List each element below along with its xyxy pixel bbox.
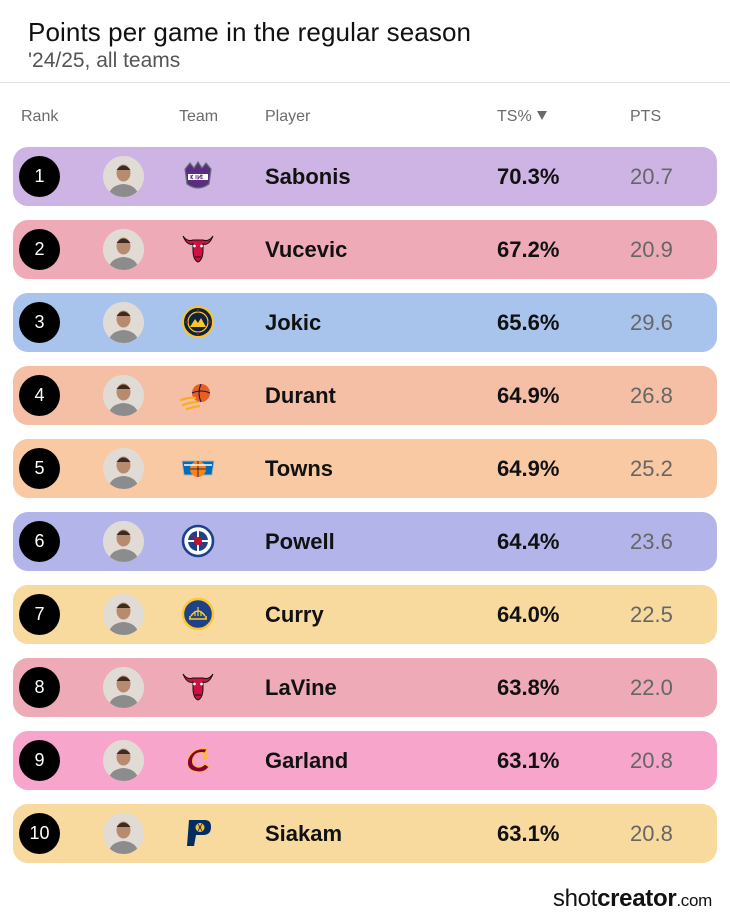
table-row[interactable]: 5 Towns 64.9% 25.2: [13, 439, 717, 498]
table-row[interactable]: 2 Vucevic 67.2% 20.9: [13, 220, 717, 279]
pts-value: 20.7: [630, 164, 673, 189]
column-header-pts[interactable]: PTS: [630, 108, 662, 125]
ts-value: 63.1%: [497, 821, 560, 846]
rank-badge: 9: [19, 740, 60, 781]
rank-badge: 8: [19, 667, 60, 708]
rank-badge: 5: [19, 448, 60, 489]
player-name: Towns: [265, 456, 334, 481]
rank-badge: 2: [19, 229, 60, 270]
player-name: Sabonis: [265, 164, 351, 189]
rank-badge: 10: [19, 813, 60, 854]
pacers-logo-icon: [179, 814, 217, 852]
rank-badge: 1: [19, 156, 60, 197]
cavaliers-logo-icon: [179, 741, 217, 779]
pts-value: 20.8: [630, 748, 673, 773]
column-header-player[interactable]: Player: [265, 108, 311, 125]
pts-value: 22.0: [630, 675, 673, 700]
pts-value: 29.6: [630, 310, 673, 335]
chart-title: Points per game in the regular season: [28, 17, 472, 47]
player-avatar: [103, 521, 144, 562]
ts-value: 63.1%: [497, 748, 560, 773]
rank-badge: 4: [19, 375, 60, 416]
player-name: Powell: [265, 529, 335, 554]
nuggets-logo-icon: [179, 303, 217, 341]
ts-value: 64.9%: [497, 383, 560, 408]
player-avatar: [103, 302, 144, 343]
player-name: Durant: [265, 383, 336, 408]
rank-badge: 3: [19, 302, 60, 343]
player-avatar: [103, 448, 144, 489]
pts-value: 23.6: [630, 529, 673, 554]
warriors-logo-icon: [179, 595, 217, 633]
brand-creator: creator: [597, 885, 677, 912]
player-name: Siakam: [265, 821, 343, 846]
player-avatar: [103, 740, 144, 781]
table-row[interactable]: 7 Curry 64.0% 22.5: [13, 585, 717, 644]
knicks-logo-icon: [179, 449, 217, 487]
chart-header: Points per game in the regular season '2…: [28, 16, 471, 74]
player-avatar: [103, 813, 144, 854]
kings-logo-icon: [179, 157, 217, 195]
bulls-logo-icon: [179, 230, 217, 268]
header-divider: [0, 82, 730, 83]
player-name: LaVine: [265, 675, 337, 700]
pts-value: 22.5: [630, 602, 673, 627]
table-row[interactable]: 9 Garland 63.1% 20.8: [13, 731, 717, 790]
table-row[interactable]: 1 Sabonis 70.3% 20.7: [13, 147, 717, 206]
ts-value: 70.3%: [497, 164, 560, 189]
rank-badge: 7: [19, 594, 60, 635]
player-avatar: [103, 594, 144, 635]
brand-com: .com: [676, 891, 712, 910]
pts-value: 20.8: [630, 821, 673, 846]
brand-shot: shot: [552, 885, 598, 912]
chart-subtitle: '24/25, all teams: [28, 49, 181, 72]
player-name: Garland: [265, 748, 349, 773]
player-avatar: [103, 229, 144, 270]
column-header-rank[interactable]: Rank: [21, 108, 59, 125]
ts-value: 64.9%: [497, 456, 560, 481]
sort-desc-icon: [536, 111, 547, 120]
table-row[interactable]: 8 LaVine 63.8% 22.0: [13, 658, 717, 717]
pts-value: 25.2: [630, 456, 673, 481]
player-avatar: [103, 667, 144, 708]
suns-logo-icon: [179, 376, 217, 414]
player-name: Curry: [265, 602, 324, 627]
player-name: Jokic: [265, 310, 322, 335]
column-header-ts-label: TS%: [497, 108, 532, 125]
pts-value: 26.8: [630, 383, 673, 408]
player-avatar: [103, 156, 144, 197]
ts-value: 64.4%: [497, 529, 560, 554]
ts-value: 63.8%: [497, 675, 560, 700]
player-name: Vucevic: [265, 237, 348, 262]
column-header-team[interactable]: Team: [179, 108, 219, 125]
bulls-logo-icon: [179, 668, 217, 706]
ts-value: 64.0%: [497, 602, 560, 627]
ts-value: 65.6%: [497, 310, 560, 335]
table-row[interactable]: 6 Powell 64.4% 23.6: [13, 512, 717, 571]
player-avatar: [103, 375, 144, 416]
clippers-logo-icon: [179, 522, 217, 560]
table-row[interactable]: 4 Durant 64.9% 26.8: [13, 366, 717, 425]
column-header-ts[interactable]: TS%: [497, 108, 547, 126]
pts-value: 20.9: [630, 237, 673, 262]
brand-logo: shotcreator.com: [553, 885, 712, 913]
rank-badge: 6: [19, 521, 60, 562]
ts-value: 67.2%: [497, 237, 560, 262]
table-row[interactable]: 3 Jokic 65.6% 29.6: [13, 293, 717, 352]
table-row[interactable]: 10 Siakam 63.1% 20.8: [13, 804, 717, 863]
